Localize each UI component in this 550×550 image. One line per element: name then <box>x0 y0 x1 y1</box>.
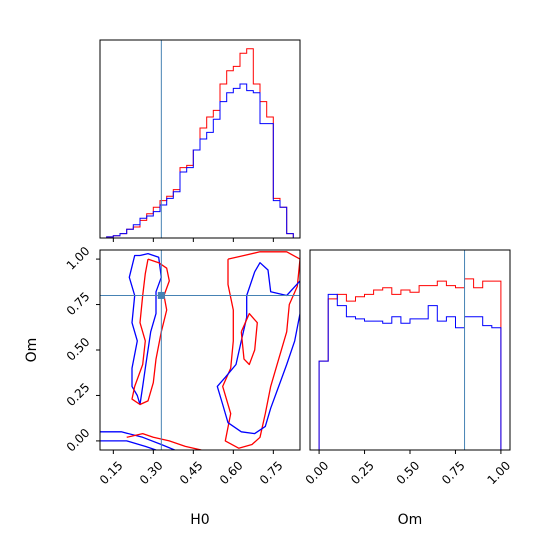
contour-blue-right <box>216 262 300 435</box>
om-x-tick-label: 1.00 <box>484 458 513 487</box>
om-histogram-blue <box>318 293 502 450</box>
h0-histogram-frame <box>99 39 301 239</box>
om-histogram-frame <box>309 249 511 451</box>
contour-red-right-inner <box>240 312 258 366</box>
h0-histogram-panel <box>99 39 301 242</box>
contour-red-right <box>222 251 300 449</box>
om-x-tick-label: 0.25 <box>348 458 377 487</box>
joint-x-tick-label: 0.45 <box>177 458 206 487</box>
om-histogram-red <box>318 278 502 450</box>
h0-histogram-blue <box>100 83 300 238</box>
om-x-tick-label: 0.00 <box>303 458 332 487</box>
y-axis-title-om: Om <box>24 338 40 363</box>
joint-x-tick-label: 0.15 <box>97 458 126 487</box>
joint-x-tick-label: 0.60 <box>217 458 246 487</box>
om-x-tick-label: 0.50 <box>394 458 423 487</box>
joint-y-tick-label: 0.00 <box>64 426 93 455</box>
contour-red-left <box>131 258 170 406</box>
joint-contour-panel: 0.15 0.30 0.45 0.60 0.75 0.00 0.25 0.50 0.75 1.0… <box>24 244 301 528</box>
joint-x-tick-label: 0.30 <box>137 458 166 487</box>
om-histogram-panel: 0.00 0.25 0.50 0.75 1.00 Om <box>303 249 513 528</box>
truth-marker <box>157 291 165 299</box>
joint-y-tick-label: 0.25 <box>64 380 93 409</box>
joint-x-tick-label: 0.75 <box>257 458 286 487</box>
om-x-tick-label: 0.75 <box>439 458 468 487</box>
joint-y-tick-label: 1.00 <box>64 244 93 273</box>
contour-blue-left <box>128 252 162 406</box>
contour-blue-bottom <box>100 431 175 450</box>
joint-y-tick-label: 0.75 <box>64 289 93 318</box>
contour-blue-bottom-inner <box>100 440 157 450</box>
joint-y-tick-label: 0.50 <box>64 335 93 364</box>
x-axis-title-om: Om <box>398 512 423 528</box>
x-axis-title-h0: H0 <box>190 512 209 528</box>
